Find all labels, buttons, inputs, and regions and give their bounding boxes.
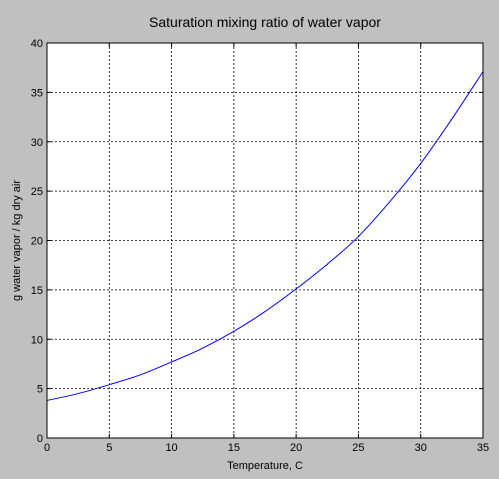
y-tick-label: 30 (31, 137, 43, 149)
x-tick-label: 35 (477, 442, 489, 454)
axes-frame (46, 42, 484, 439)
y-tick-label: 40 (31, 38, 43, 50)
chart-title: Saturation mixing ratio of water vapor (149, 14, 381, 30)
x-tick-label: 5 (106, 442, 112, 454)
grid-lines (47, 43, 483, 438)
y-tick-label: 10 (31, 334, 43, 346)
series-line (46, 71, 484, 401)
x-tick-label: 20 (290, 442, 302, 454)
x-tick-label: 25 (352, 442, 364, 454)
x-tick-label: 30 (415, 442, 427, 454)
y-axis-label: g water vapor / kg dry air (11, 180, 23, 301)
tick-labels: 0 5 10 15 20 25 30 35 0 5 10 15 20 25 30 35 40 (31, 38, 489, 454)
x-tick-label: 0 (44, 442, 50, 454)
x-axis-label: Temperature, C (227, 460, 303, 472)
y-tick-label: 20 (31, 236, 43, 248)
y-tick-label: 0 (37, 433, 43, 445)
x-tick-label: 15 (228, 442, 240, 454)
y-tick-label: 15 (31, 285, 43, 297)
y-tick-label: 35 (31, 87, 43, 99)
x-tick-label: 10 (165, 442, 177, 454)
y-tick-label: 5 (37, 384, 43, 396)
y-tick-label: 25 (31, 186, 43, 198)
